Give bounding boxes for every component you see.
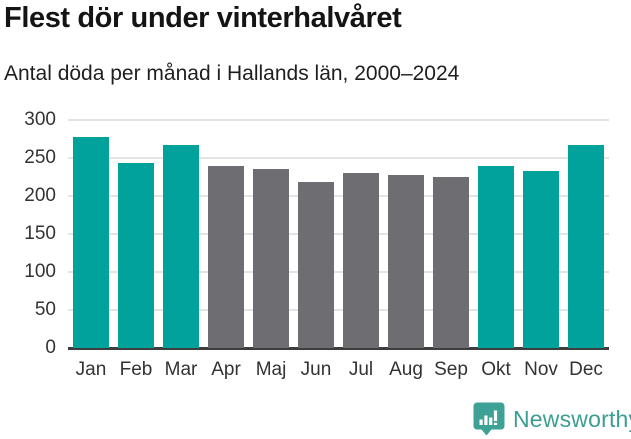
newsworthy-logo: Newsworthy — [473, 402, 631, 436]
bar-jan — [73, 136, 109, 348]
bar-jun — [298, 182, 334, 348]
bar-mar — [163, 145, 199, 348]
x-tick-label-dec: Dec — [569, 359, 603, 380]
bar-okt — [478, 166, 514, 348]
x-tick-label-feb: Feb — [119, 359, 153, 380]
bar-maj — [253, 169, 289, 348]
bar-nov — [523, 170, 559, 348]
y-tick-label-250: 250 — [24, 147, 56, 168]
chart-title: Flest dör under vinterhalvåret — [4, 2, 402, 34]
x-tick-label-mar: Mar — [164, 359, 198, 380]
x-axis-line — [68, 347, 609, 350]
x-tick-label-jan: Jan — [75, 359, 107, 380]
y-tick-label-100: 100 — [24, 261, 56, 282]
x-tick-label-maj: Maj — [255, 359, 287, 380]
y-tick-label-300: 300 — [24, 109, 56, 130]
x-tick-label-okt: Okt — [481, 359, 511, 380]
x-tick-label-nov: Nov — [524, 359, 558, 380]
chart-subtitle: Antal döda per månad i Hallands län, 200… — [4, 62, 460, 85]
gridline-200 — [68, 195, 609, 197]
gridline-50 — [68, 309, 609, 311]
x-tick-label-sep: Sep — [434, 359, 468, 380]
y-tick-label-0: 0 — [45, 337, 56, 358]
bar-apr — [208, 165, 244, 348]
x-tick-label-jul: Jul — [348, 359, 374, 380]
gridline-150 — [68, 233, 609, 235]
y-tick-label-50: 50 — [34, 299, 56, 320]
newsworthy-wordmark: Newsworthy — [513, 405, 631, 432]
y-tick-label-200: 200 — [24, 185, 56, 206]
bar-sep — [433, 177, 469, 348]
bar-feb — [118, 162, 154, 348]
bar-chart-speech-bubble-icon — [473, 402, 505, 436]
y-tick-label-150: 150 — [24, 223, 56, 244]
bar-dec — [568, 145, 604, 348]
bar-jul — [343, 173, 379, 348]
x-tick-label-jun: Jun — [300, 359, 332, 380]
x-tick-label-apr: Apr — [211, 359, 241, 380]
x-tick-label-aug: Aug — [389, 359, 423, 380]
gridline-250 — [68, 157, 609, 159]
bar-aug — [388, 174, 424, 348]
gridline-100 — [68, 271, 609, 273]
gridline-300 — [68, 119, 609, 121]
